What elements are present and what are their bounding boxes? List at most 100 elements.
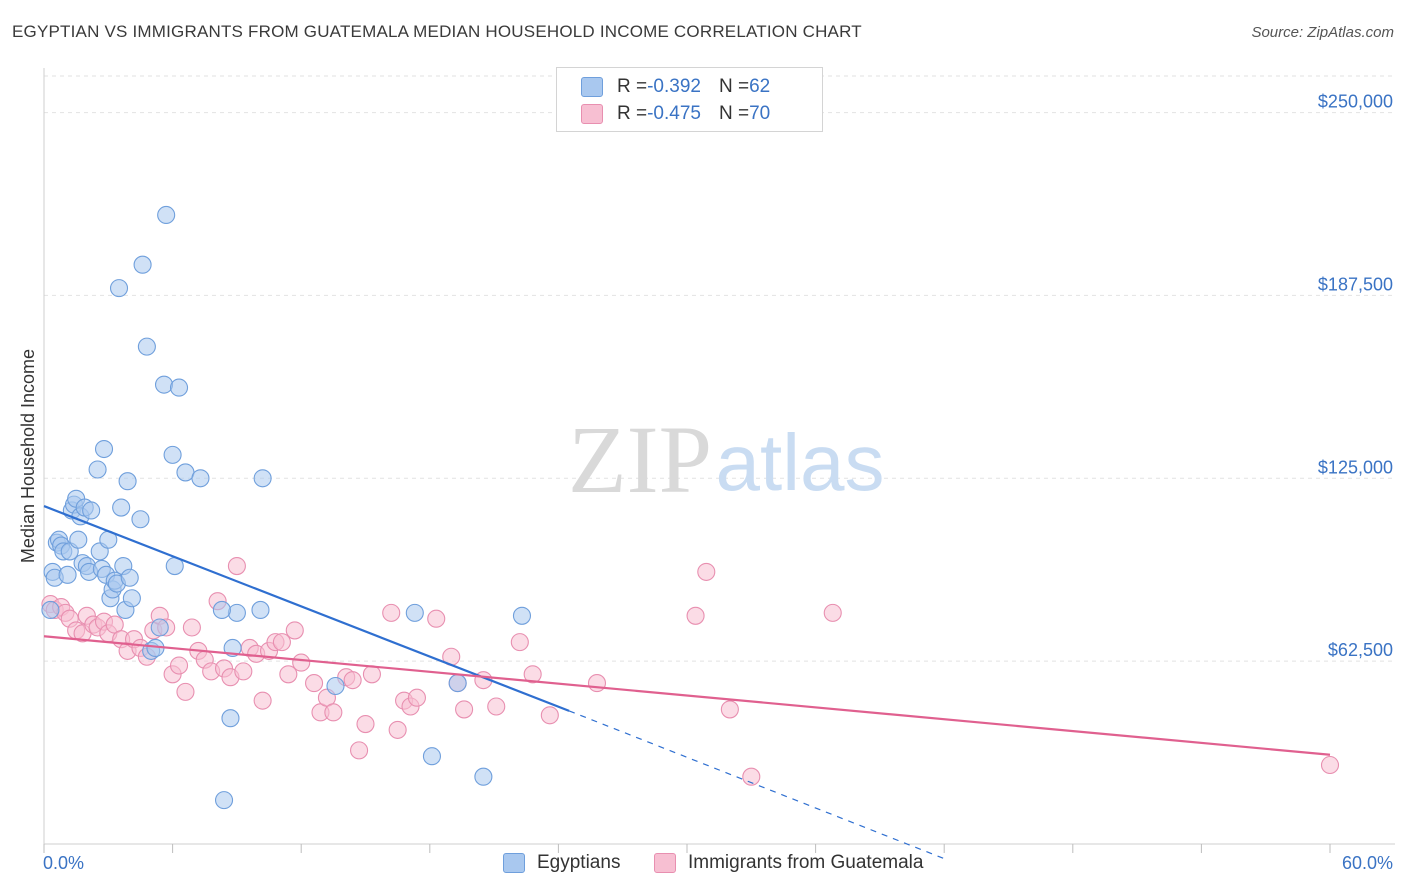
legend-swatch-egyptians xyxy=(581,77,603,97)
legend-n-value: 70 xyxy=(749,103,771,124)
bottom-legend-label: Egyptians xyxy=(537,852,621,873)
bottom-legend-swatch-guatemala xyxy=(654,853,676,873)
watermark: ZIP atlas xyxy=(568,406,884,513)
y-tick-label: $250,000 xyxy=(1318,92,1393,112)
axis-labels: $62,500 $125,000 $187,500 $250,000 0.0% 60.0% xyxy=(43,92,1393,873)
trend-line-egyptians-extension xyxy=(568,710,945,860)
point-egyptians xyxy=(169,378,189,397)
point-egyptians xyxy=(112,498,131,517)
legend-r-label: R = xyxy=(617,76,648,97)
point-egyptians xyxy=(227,603,246,622)
point-egyptians xyxy=(212,600,231,619)
point-guatemala xyxy=(1320,755,1340,775)
point-egyptians xyxy=(82,501,101,520)
point-egyptians xyxy=(150,618,169,637)
point-guatemala xyxy=(540,706,559,725)
trend-lines xyxy=(43,505,1331,860)
point-guatemala xyxy=(324,703,343,722)
point-guatemala xyxy=(487,697,506,716)
point-guatemala xyxy=(697,562,716,581)
grid-lines xyxy=(44,75,1395,662)
point-egyptians xyxy=(251,600,270,619)
axes xyxy=(43,68,1395,853)
point-egyptians xyxy=(253,469,272,488)
y-tick-label: $187,500 xyxy=(1318,274,1393,294)
point-egyptians xyxy=(163,445,182,464)
y-tick-label: $125,000 xyxy=(1318,457,1393,477)
point-guatemala xyxy=(350,741,369,760)
point-egyptians xyxy=(474,767,493,786)
point-guatemala xyxy=(686,606,705,625)
legend-row-egyptians: R = -0.392 N = 62 xyxy=(581,75,770,99)
point-egyptians xyxy=(191,469,210,488)
point-guatemala xyxy=(587,674,607,693)
point-egyptians xyxy=(41,600,60,619)
point-egyptians xyxy=(154,375,174,394)
watermark-atlas: atlas xyxy=(716,418,885,507)
trend-line-guatemala xyxy=(43,635,1331,756)
point-guatemala xyxy=(510,633,529,652)
point-egyptians xyxy=(109,279,129,298)
source-label: Source: ZipAtlas.com xyxy=(1251,24,1394,41)
chart-title: EGYPTIAN VS IMMIGRANTS FROM GUATEMALA ME… xyxy=(12,22,862,41)
point-guatemala xyxy=(305,674,324,693)
point-guatemala xyxy=(742,767,761,786)
point-guatemala xyxy=(356,714,375,734)
point-guatemala xyxy=(234,662,253,681)
point-guatemala xyxy=(292,653,311,672)
point-guatemala xyxy=(523,665,542,684)
point-guatemala xyxy=(362,665,381,684)
legend-n-label: N = xyxy=(718,76,750,97)
point-guatemala xyxy=(388,720,407,739)
legend-row-guatemala: R = -0.475 N = 70 xyxy=(581,102,770,126)
point-egyptians xyxy=(69,530,88,549)
point-guatemala xyxy=(343,671,362,690)
watermark-zip: ZIP xyxy=(568,406,712,513)
y-axis-label: Median Household Income xyxy=(18,349,38,563)
point-guatemala xyxy=(279,665,298,684)
point-egyptians xyxy=(448,674,467,693)
point-guatemala xyxy=(253,691,272,710)
point-egyptians xyxy=(137,337,156,356)
stats-legend: R = -0.392 N = 62 R = -0.475 N = 70 xyxy=(556,67,823,132)
point-guatemala xyxy=(272,633,291,652)
bottom-legend-swatch-egyptians xyxy=(503,853,525,873)
point-egyptians xyxy=(422,747,441,766)
bottom-legend-guatemala: Immigrants from Guatemala xyxy=(654,852,923,874)
point-egyptians xyxy=(120,568,139,587)
x-tick-label: 60.0% xyxy=(1342,853,1393,873)
legend-r-value: -0.392 xyxy=(647,76,701,97)
point-egyptians xyxy=(176,463,195,482)
point-egyptians xyxy=(94,439,114,459)
point-guatemala xyxy=(182,618,201,637)
legend-r-label: R = xyxy=(617,103,648,124)
point-egyptians xyxy=(405,603,424,622)
point-egyptians xyxy=(131,510,150,529)
point-egyptians xyxy=(118,472,137,491)
point-guatemala xyxy=(720,700,739,719)
legend-swatch-guatemala xyxy=(581,104,603,124)
point-guatemala xyxy=(427,609,446,628)
point-guatemala xyxy=(285,621,304,640)
legend-r-value: -0.475 xyxy=(647,103,701,124)
point-guatemala xyxy=(227,557,246,576)
point-guatemala xyxy=(455,700,474,719)
point-egyptians xyxy=(221,709,240,728)
point-guatemala xyxy=(382,603,401,622)
point-guatemala xyxy=(176,682,195,701)
x-tick-label: 0.0% xyxy=(43,853,84,873)
point-egyptians xyxy=(512,606,532,625)
point-egyptians xyxy=(326,676,345,696)
point-egyptians xyxy=(133,255,152,274)
bottom-legend-label: Immigrants from Guatemala xyxy=(688,852,924,873)
point-egyptians xyxy=(214,791,234,810)
point-guatemala xyxy=(169,656,189,675)
y-tick-label: $62,500 xyxy=(1328,640,1393,660)
data-points xyxy=(41,205,1340,810)
point-guatemala xyxy=(823,603,842,622)
point-egyptians xyxy=(88,460,107,479)
legend-n-label: N = xyxy=(718,103,750,124)
point-egyptians xyxy=(157,205,176,225)
bottom-legend-egyptians: Egyptians xyxy=(503,852,620,874)
